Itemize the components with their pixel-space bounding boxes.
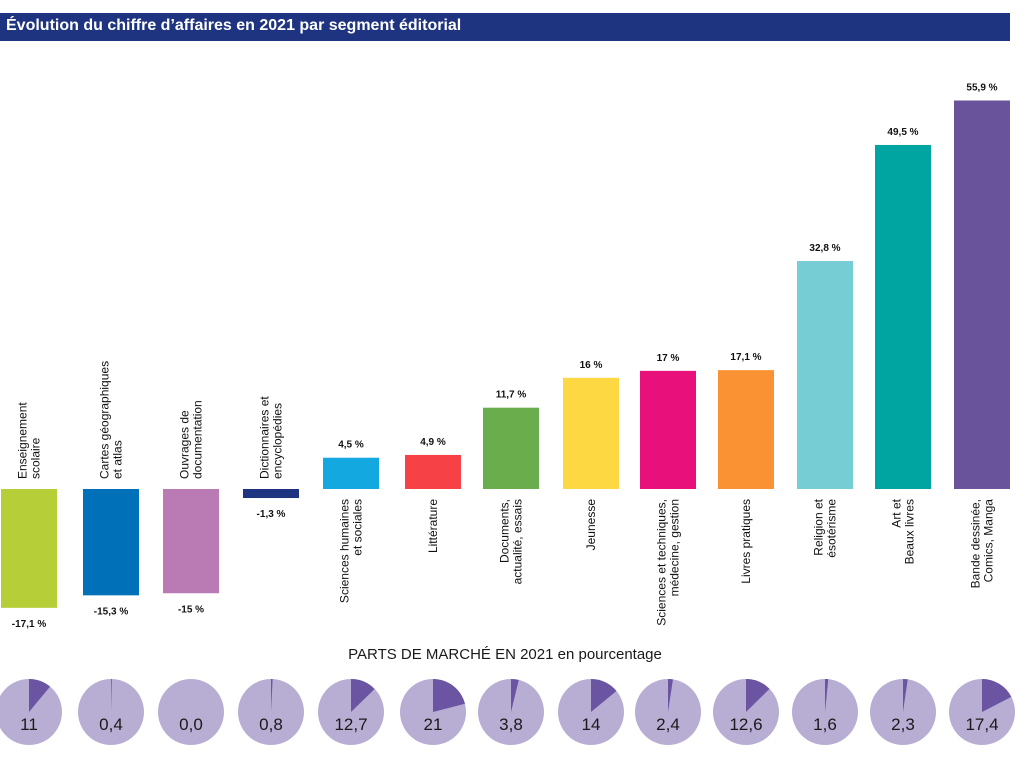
category-label-13: Bande dessinée,Comics, Manga: [969, 499, 996, 589]
category-label-line: Bande dessinée,: [969, 499, 983, 588]
value-label-13: 55,9 %: [966, 82, 997, 93]
value-label-8: 16 %: [580, 360, 603, 371]
bar-12: [875, 144, 931, 489]
value-label-6: 4,9 %: [420, 437, 446, 448]
category-label-line: Enseignement: [16, 402, 30, 479]
category-label-2: Cartes géographiqueset atlas: [98, 361, 125, 479]
pie-3: [158, 679, 224, 745]
category-label-line: et sociales: [351, 499, 365, 556]
bar-8: [563, 377, 619, 489]
pie-label-9: 2,4: [656, 715, 680, 734]
category-label-10: Livres pratiques: [739, 499, 753, 584]
pie-slice-2: [111, 679, 112, 712]
pie-label-5: 12,7: [334, 715, 367, 734]
category-label-line: Littérature: [426, 499, 440, 553]
category-label-1: Enseignementscolaire: [16, 402, 43, 479]
bar-11: [797, 261, 853, 489]
pie-slice-12: [903, 679, 908, 712]
value-label-12: 49,5 %: [887, 127, 918, 138]
category-label-line: médecine, gestion: [668, 499, 682, 596]
value-label-2: -15,3 %: [94, 606, 129, 617]
bar-5: [323, 457, 379, 489]
pie-slice-9: [668, 679, 673, 712]
bar-3: [163, 489, 219, 594]
pie-label-11: 1,6: [813, 715, 837, 734]
value-label-4: -1,3 %: [257, 509, 286, 520]
bar-10: [718, 370, 774, 489]
category-label-line: Comics, Manga: [982, 499, 996, 583]
category-label-7: Documents,actualité, essais: [498, 499, 525, 584]
pie-slice-6: [433, 679, 465, 712]
category-label-line: Cartes géographiques: [98, 361, 112, 479]
value-label-5: 4,5 %: [338, 440, 364, 451]
category-label-line: et atlas: [111, 440, 125, 479]
pie-label-10: 12,6: [729, 715, 762, 734]
bar-7: [483, 407, 539, 489]
pie-slice-8: [591, 679, 617, 712]
category-label-line: Ouvrages de: [178, 410, 192, 479]
category-label-line: documentation: [191, 400, 205, 479]
category-label-line: Art et: [890, 498, 904, 527]
value-label-3: -15 %: [178, 604, 204, 615]
pie-slice-7: [511, 679, 519, 712]
category-label-8: Jeunesse: [584, 499, 598, 551]
value-label-9: 17 %: [657, 353, 680, 364]
category-label-line: Livres pratiques: [739, 499, 753, 584]
category-label-6: Littérature: [426, 499, 440, 553]
chart-title: Évolution du chiffre d’affaires en 2021 …: [6, 17, 462, 34]
category-label-line: Sciences et techniques,: [655, 499, 669, 626]
pie-label-3: 0,0: [179, 715, 203, 734]
category-label-line: Sciences humaines: [338, 499, 352, 603]
category-label-4: Dictionnaires etencyclopédies: [258, 396, 285, 479]
pie-label-6: 21: [424, 715, 443, 734]
category-label-line: Jeunesse: [584, 499, 598, 551]
category-label-line: Dictionnaires et: [258, 396, 272, 479]
value-label-7: 11,7 %: [496, 390, 527, 401]
pie-slice-13: [982, 679, 1012, 712]
bar-13: [954, 100, 1010, 490]
category-label-line: encyclopédies: [271, 403, 285, 479]
chart-title-bar: Évolution du chiffre d’affaires en 2021 …: [0, 13, 1010, 41]
value-label-10: 17,1 %: [730, 352, 761, 363]
category-label-line: Documents,: [498, 499, 512, 563]
value-label-1: -17,1 %: [12, 619, 47, 630]
pie-label-7: 3,8: [499, 715, 523, 734]
pie-label-4: 0,8: [259, 715, 283, 734]
bar-9: [640, 370, 696, 489]
category-label-3: Ouvrages dedocumentation: [178, 400, 205, 479]
category-label-line: Beaux livres: [903, 499, 917, 564]
category-label-line: actualité, essais: [511, 499, 525, 584]
pie-slice-10: [746, 679, 770, 712]
bar-6: [405, 454, 461, 489]
pie-label-8: 14: [582, 715, 601, 734]
value-label-11: 32,8 %: [809, 243, 840, 254]
category-label-5: Sciences humaineset sociales: [338, 499, 365, 603]
pie-label-12: 2,3: [891, 715, 915, 734]
category-label-line: Religion et: [812, 498, 826, 555]
pie-slice-5: [351, 679, 375, 712]
bar-4: [243, 489, 299, 499]
category-label-line: ésotérisme: [825, 499, 839, 558]
category-label-line: scolaire: [29, 437, 43, 479]
pie-label-13: 17,4: [965, 715, 998, 734]
pie-slice-1: [29, 679, 51, 712]
pie-slice-4: [271, 679, 273, 712]
category-label-12: Art etBeaux livres: [890, 498, 917, 564]
market-share-title: PARTS DE MARCHÉ EN 2021 en pourcentage: [348, 646, 662, 663]
pie-slice-11: [825, 679, 829, 712]
pie-label-1: 11: [20, 715, 38, 734]
bar-2: [83, 489, 139, 596]
pie-1: [0, 679, 62, 745]
category-label-11: Religion etésotérisme: [812, 498, 839, 557]
bar-1: [1, 489, 57, 608]
pie-label-2: 0,4: [99, 715, 123, 734]
category-label-9: Sciences et techniques,médecine, gestion: [655, 499, 682, 626]
